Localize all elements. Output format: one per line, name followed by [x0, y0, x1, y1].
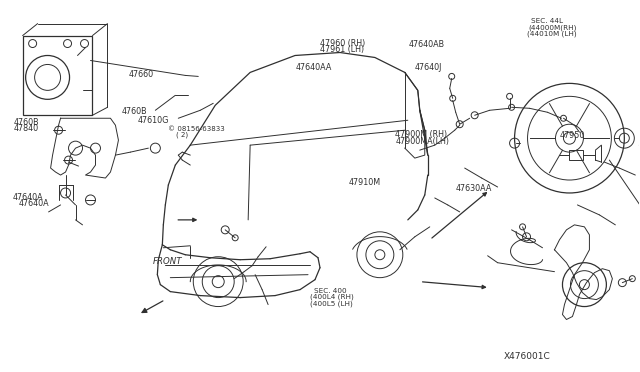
Text: 47660: 47660: [129, 70, 154, 79]
Bar: [22, 36, 93, 115]
Text: 4760B: 4760B: [13, 118, 39, 127]
Text: © 08156-63833: © 08156-63833: [168, 126, 225, 132]
Text: SEC. 44L: SEC. 44L: [531, 18, 563, 24]
Text: (44010M (LH): (44010M (LH): [527, 31, 577, 37]
Text: SEC. 400: SEC. 400: [314, 288, 346, 294]
Text: FRONT: FRONT: [153, 257, 182, 266]
Text: 47840: 47840: [13, 124, 38, 133]
Text: ( 2): ( 2): [176, 132, 188, 138]
Text: 47640AA: 47640AA: [296, 63, 332, 72]
Text: 47960 (RH): 47960 (RH): [320, 39, 365, 48]
Text: 47630AA: 47630AA: [456, 185, 492, 193]
Bar: [570, 150, 584, 160]
Text: 47610G: 47610G: [138, 116, 170, 125]
Text: 47950: 47950: [559, 131, 585, 141]
Text: 47900M (RH): 47900M (RH): [396, 130, 447, 140]
Text: 47640A: 47640A: [19, 199, 49, 208]
Text: X476001C: X476001C: [504, 352, 550, 361]
Text: 47640AB: 47640AB: [408, 40, 444, 49]
Text: 47961 (LH): 47961 (LH): [320, 45, 364, 54]
Text: 47640J: 47640J: [415, 63, 442, 72]
Text: (400L5 (LH): (400L5 (LH): [310, 300, 353, 307]
Text: (400L4 (RH): (400L4 (RH): [310, 294, 354, 301]
Text: 4760B: 4760B: [122, 108, 148, 116]
Text: 47640A: 47640A: [12, 193, 43, 202]
Text: 47910M: 47910M: [349, 178, 381, 187]
Text: 47900MA(LH): 47900MA(LH): [396, 137, 449, 146]
Text: (44000M(RH): (44000M(RH): [528, 24, 577, 31]
